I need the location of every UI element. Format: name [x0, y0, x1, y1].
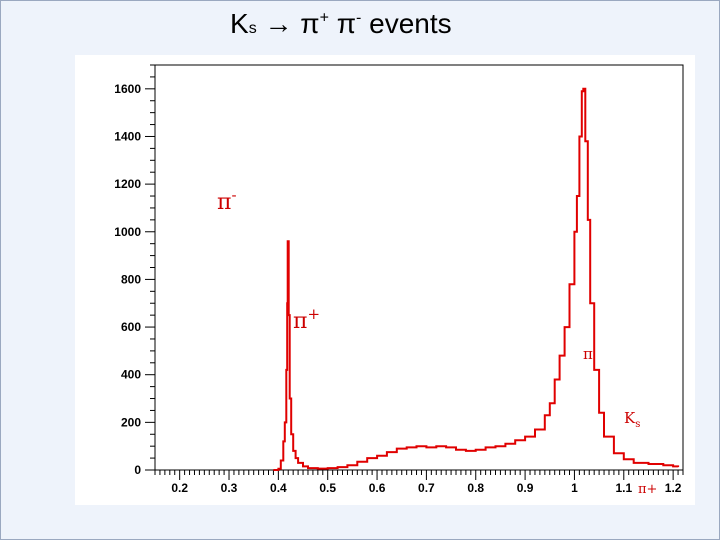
title-space — [329, 8, 337, 39]
x-tick-label: 1.2 — [665, 481, 682, 495]
chart-panel: 0 200 400 600 800 1000 1200 1400 1600 0.2 0.3 0.4 0.… — [75, 55, 695, 505]
title-arrow: → — [256, 8, 301, 39]
title-events: events — [361, 8, 452, 39]
mass-histogram-chart: 0 200 400 600 800 1000 1200 1400 1600 0.2 0.3 0.4 0.… — [114, 64, 684, 497]
title-pi-minus-sup: - — [356, 9, 362, 27]
title-pi-plus: π — [300, 8, 320, 39]
slide-title: Ks → π+ π- events — [230, 8, 452, 40]
x-tick-label: 0.7 — [418, 481, 435, 495]
y-tick-label: 1000 — [114, 225, 141, 239]
annotation-pi-plus-bottom: π+ — [638, 482, 657, 497]
title-k-subscript: s — [248, 20, 257, 37]
x-tick-label: 0.6 — [369, 481, 386, 495]
annotation-pi-small: π — [583, 345, 593, 363]
x-tick-label: 0.5 — [319, 481, 336, 495]
x-tick-label: 0.2 — [171, 481, 188, 495]
y-tick-label: 800 — [121, 272, 141, 286]
y-tick-label: 200 — [121, 415, 141, 429]
title-k: K — [230, 8, 249, 39]
plot-frame — [154, 64, 684, 471]
x-tick-label: 1.1 — [615, 481, 632, 495]
chart-ticks: 0 200 400 600 800 1000 1200 1400 1600 0.2 0.3 0.4 0.… — [114, 64, 684, 495]
histogram-line — [273, 87, 680, 471]
x-tick-label: 1 — [571, 481, 578, 495]
chart-axes — [154, 64, 684, 471]
x-tick-label: 0.9 — [517, 481, 534, 495]
y-tick-label: 1200 — [114, 177, 141, 191]
y-tick-label: 1600 — [114, 82, 141, 96]
y-tick-label: 600 — [121, 320, 141, 334]
title-pi-plus-sup: + — [319, 9, 329, 27]
y-tick-label: 0 — [134, 463, 141, 477]
x-tick-label: 0.8 — [467, 481, 484, 495]
y-tick-label: 1400 — [114, 129, 141, 143]
annotation-pi-plus: π+ — [293, 305, 320, 334]
annotation-pi-minus: π- — [217, 186, 237, 215]
annotation-ks: Ks — [624, 409, 640, 430]
title-pi-minus: π — [336, 8, 357, 39]
x-tick-label: 0.4 — [270, 481, 287, 495]
x-tick-label: 0.3 — [221, 481, 238, 495]
y-tick-label: 400 — [121, 368, 141, 382]
